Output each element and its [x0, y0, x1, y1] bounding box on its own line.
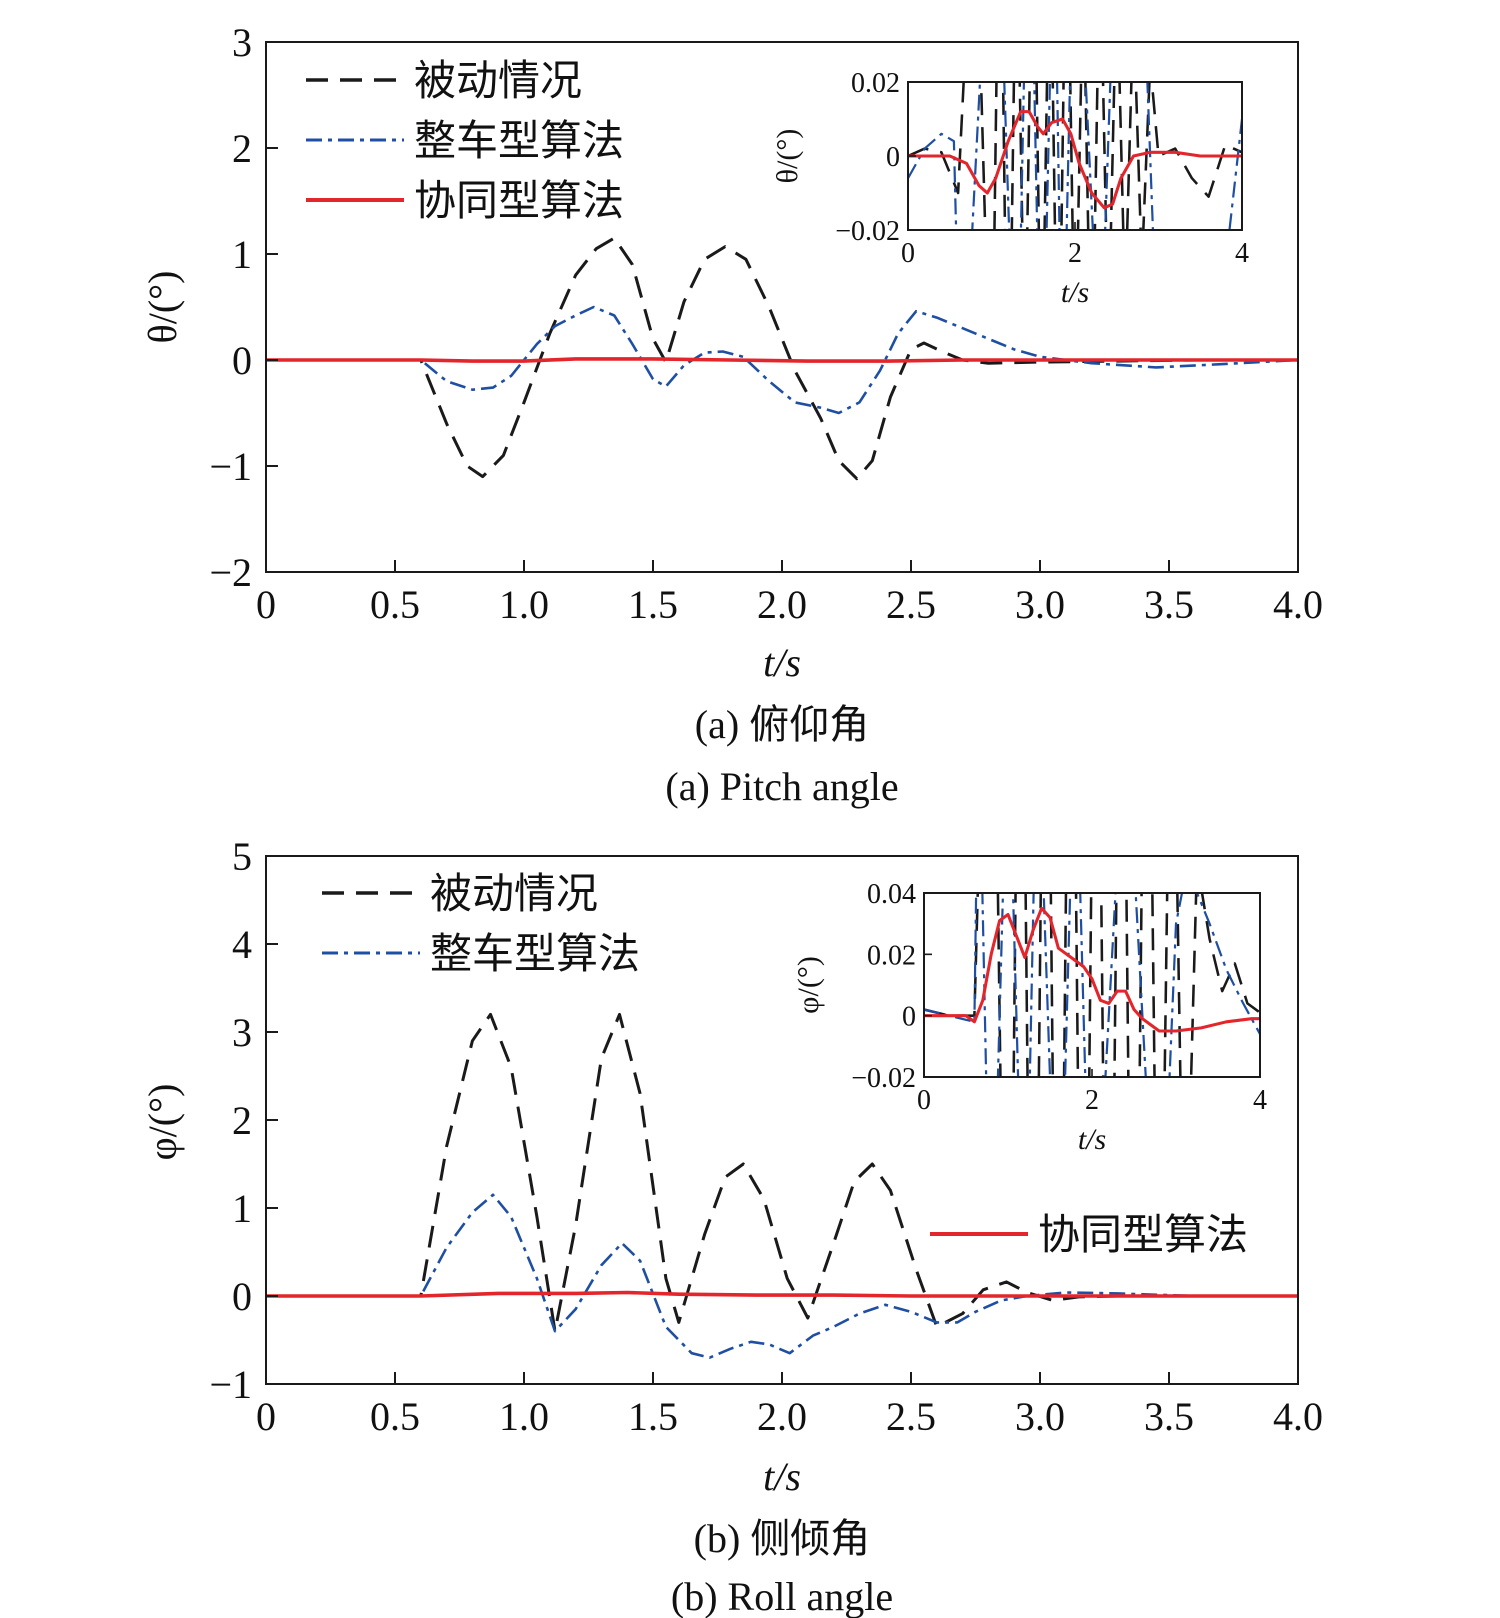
- x-tick-label: 0.5: [370, 1394, 420, 1439]
- x-tick-label: 2.5: [886, 1394, 936, 1439]
- inset-x-tick-label: 0: [917, 1085, 931, 1116]
- y-tick-label: 1: [232, 1186, 252, 1231]
- series-line-solid: [908, 110, 1242, 210]
- series-line-dashed: [266, 236, 1298, 481]
- series-line-solid: [924, 906, 1260, 1033]
- y-tick-label: 5: [232, 834, 252, 879]
- pitch-angle-chart: 0 0.5 1.0 1.5 2.0 2.5 3.0 3.5 4.0 −2 −1 0 1 2 3 t/s θ/…: [140, 20, 1323, 809]
- inset-y-tick-label: 0.02: [867, 940, 916, 971]
- caption-cn: (a) 俯仰角: [695, 702, 869, 747]
- series-line-dashed: [266, 1012, 1195, 1333]
- inset-y-axis-label: φ/(°): [792, 956, 825, 1014]
- y-tick-label: −2: [209, 550, 252, 595]
- legend-label: 协同型算法: [414, 179, 624, 225]
- x-tick-label: 1.5: [628, 1394, 678, 1439]
- x-tick-label: 0.5: [370, 582, 420, 627]
- y-tick-label: 0: [232, 338, 252, 383]
- x-tick-label: 4.0: [1273, 1394, 1323, 1439]
- inset-background: [908, 82, 1242, 230]
- x-tick-label: 0: [256, 582, 276, 627]
- inset-lines: [908, 82, 1242, 230]
- legend-label: 被动情况: [430, 872, 598, 918]
- inset-y-axis-label: θ/(°): [771, 129, 804, 184]
- y-tick-label: −1: [209, 1362, 252, 1407]
- inset-background: [924, 893, 1260, 1077]
- y-tick-label: 4: [232, 922, 252, 967]
- series-line-solid: [266, 1290, 1298, 1298]
- y-tick-label: 1: [232, 232, 252, 277]
- y-axis-label: θ/(°): [140, 271, 185, 344]
- x-tick-label: 0: [256, 1394, 276, 1439]
- series-line-dashed: [924, 893, 1260, 1077]
- y-axis-label: φ/(°): [140, 1084, 185, 1161]
- legend-label: 被动情况: [414, 59, 582, 105]
- inset-x-axis-label: t/s: [1061, 276, 1089, 309]
- y-tick-label: 2: [232, 126, 252, 171]
- caption-en: (b) Roll angle: [671, 1574, 893, 1618]
- x-tick-label: 1.0: [499, 582, 549, 627]
- series-line-dashdot: [266, 1193, 1195, 1359]
- y-tick-label: 0: [232, 1274, 252, 1319]
- x-tick-label: 2.5: [886, 582, 936, 627]
- x-tick-label: 3.5: [1144, 1394, 1194, 1439]
- x-tick-label: 1.0: [499, 1394, 549, 1439]
- inset-x-tick-label: 0: [901, 238, 915, 269]
- inset-y-tick-label: 0: [886, 142, 900, 173]
- y-tick-label: 2: [232, 1098, 252, 1143]
- x-axis-label: t/s: [763, 1454, 801, 1499]
- inset-y-tick-label: 0: [902, 1002, 916, 1033]
- x-tick-label: 3.0: [1015, 582, 1065, 627]
- legend-label: 整车型算法: [414, 119, 624, 165]
- x-tick-label: 1.5: [628, 582, 678, 627]
- inset-y-tick-label: 0.04: [867, 879, 916, 910]
- series-line-dashdot: [266, 305, 1298, 415]
- inset-x-tick-label: 4: [1253, 1085, 1267, 1116]
- inset-x-tick-label: 4: [1235, 238, 1249, 269]
- inset-y-tick-label: −0.02: [835, 216, 900, 247]
- x-tick-label: 4.0: [1273, 582, 1323, 627]
- y-tick-label: 3: [232, 20, 252, 65]
- inset-x-axis-label: t/s: [1078, 1123, 1106, 1156]
- y-tick-label: −1: [209, 444, 252, 489]
- caption-cn: (b) 侧倾角: [694, 1516, 871, 1561]
- x-tick-label: 2.0: [757, 582, 807, 627]
- x-tick-label: 3.5: [1144, 582, 1194, 627]
- inset-x-tick-label: 2: [1068, 238, 1082, 269]
- caption-en: (a) Pitch angle: [665, 764, 898, 809]
- inset-y-tick-label: −0.02: [851, 1063, 916, 1094]
- inset-x-tick-label: 2: [1085, 1085, 1099, 1116]
- series-line-solid: [266, 357, 1298, 363]
- x-tick-label: 2.0: [757, 1394, 807, 1439]
- inset-lines: [924, 893, 1260, 1077]
- inset-y-tick-label: 0.02: [851, 68, 900, 99]
- legend-label: 协同型算法: [1038, 1213, 1248, 1259]
- series-line-dashdot: [924, 893, 1260, 1077]
- x-axis-label: t/s: [763, 640, 801, 685]
- x-tick-label: 3.0: [1015, 1394, 1065, 1439]
- legend-label: 整车型算法: [430, 932, 640, 978]
- y-tick-label: 3: [232, 1010, 252, 1055]
